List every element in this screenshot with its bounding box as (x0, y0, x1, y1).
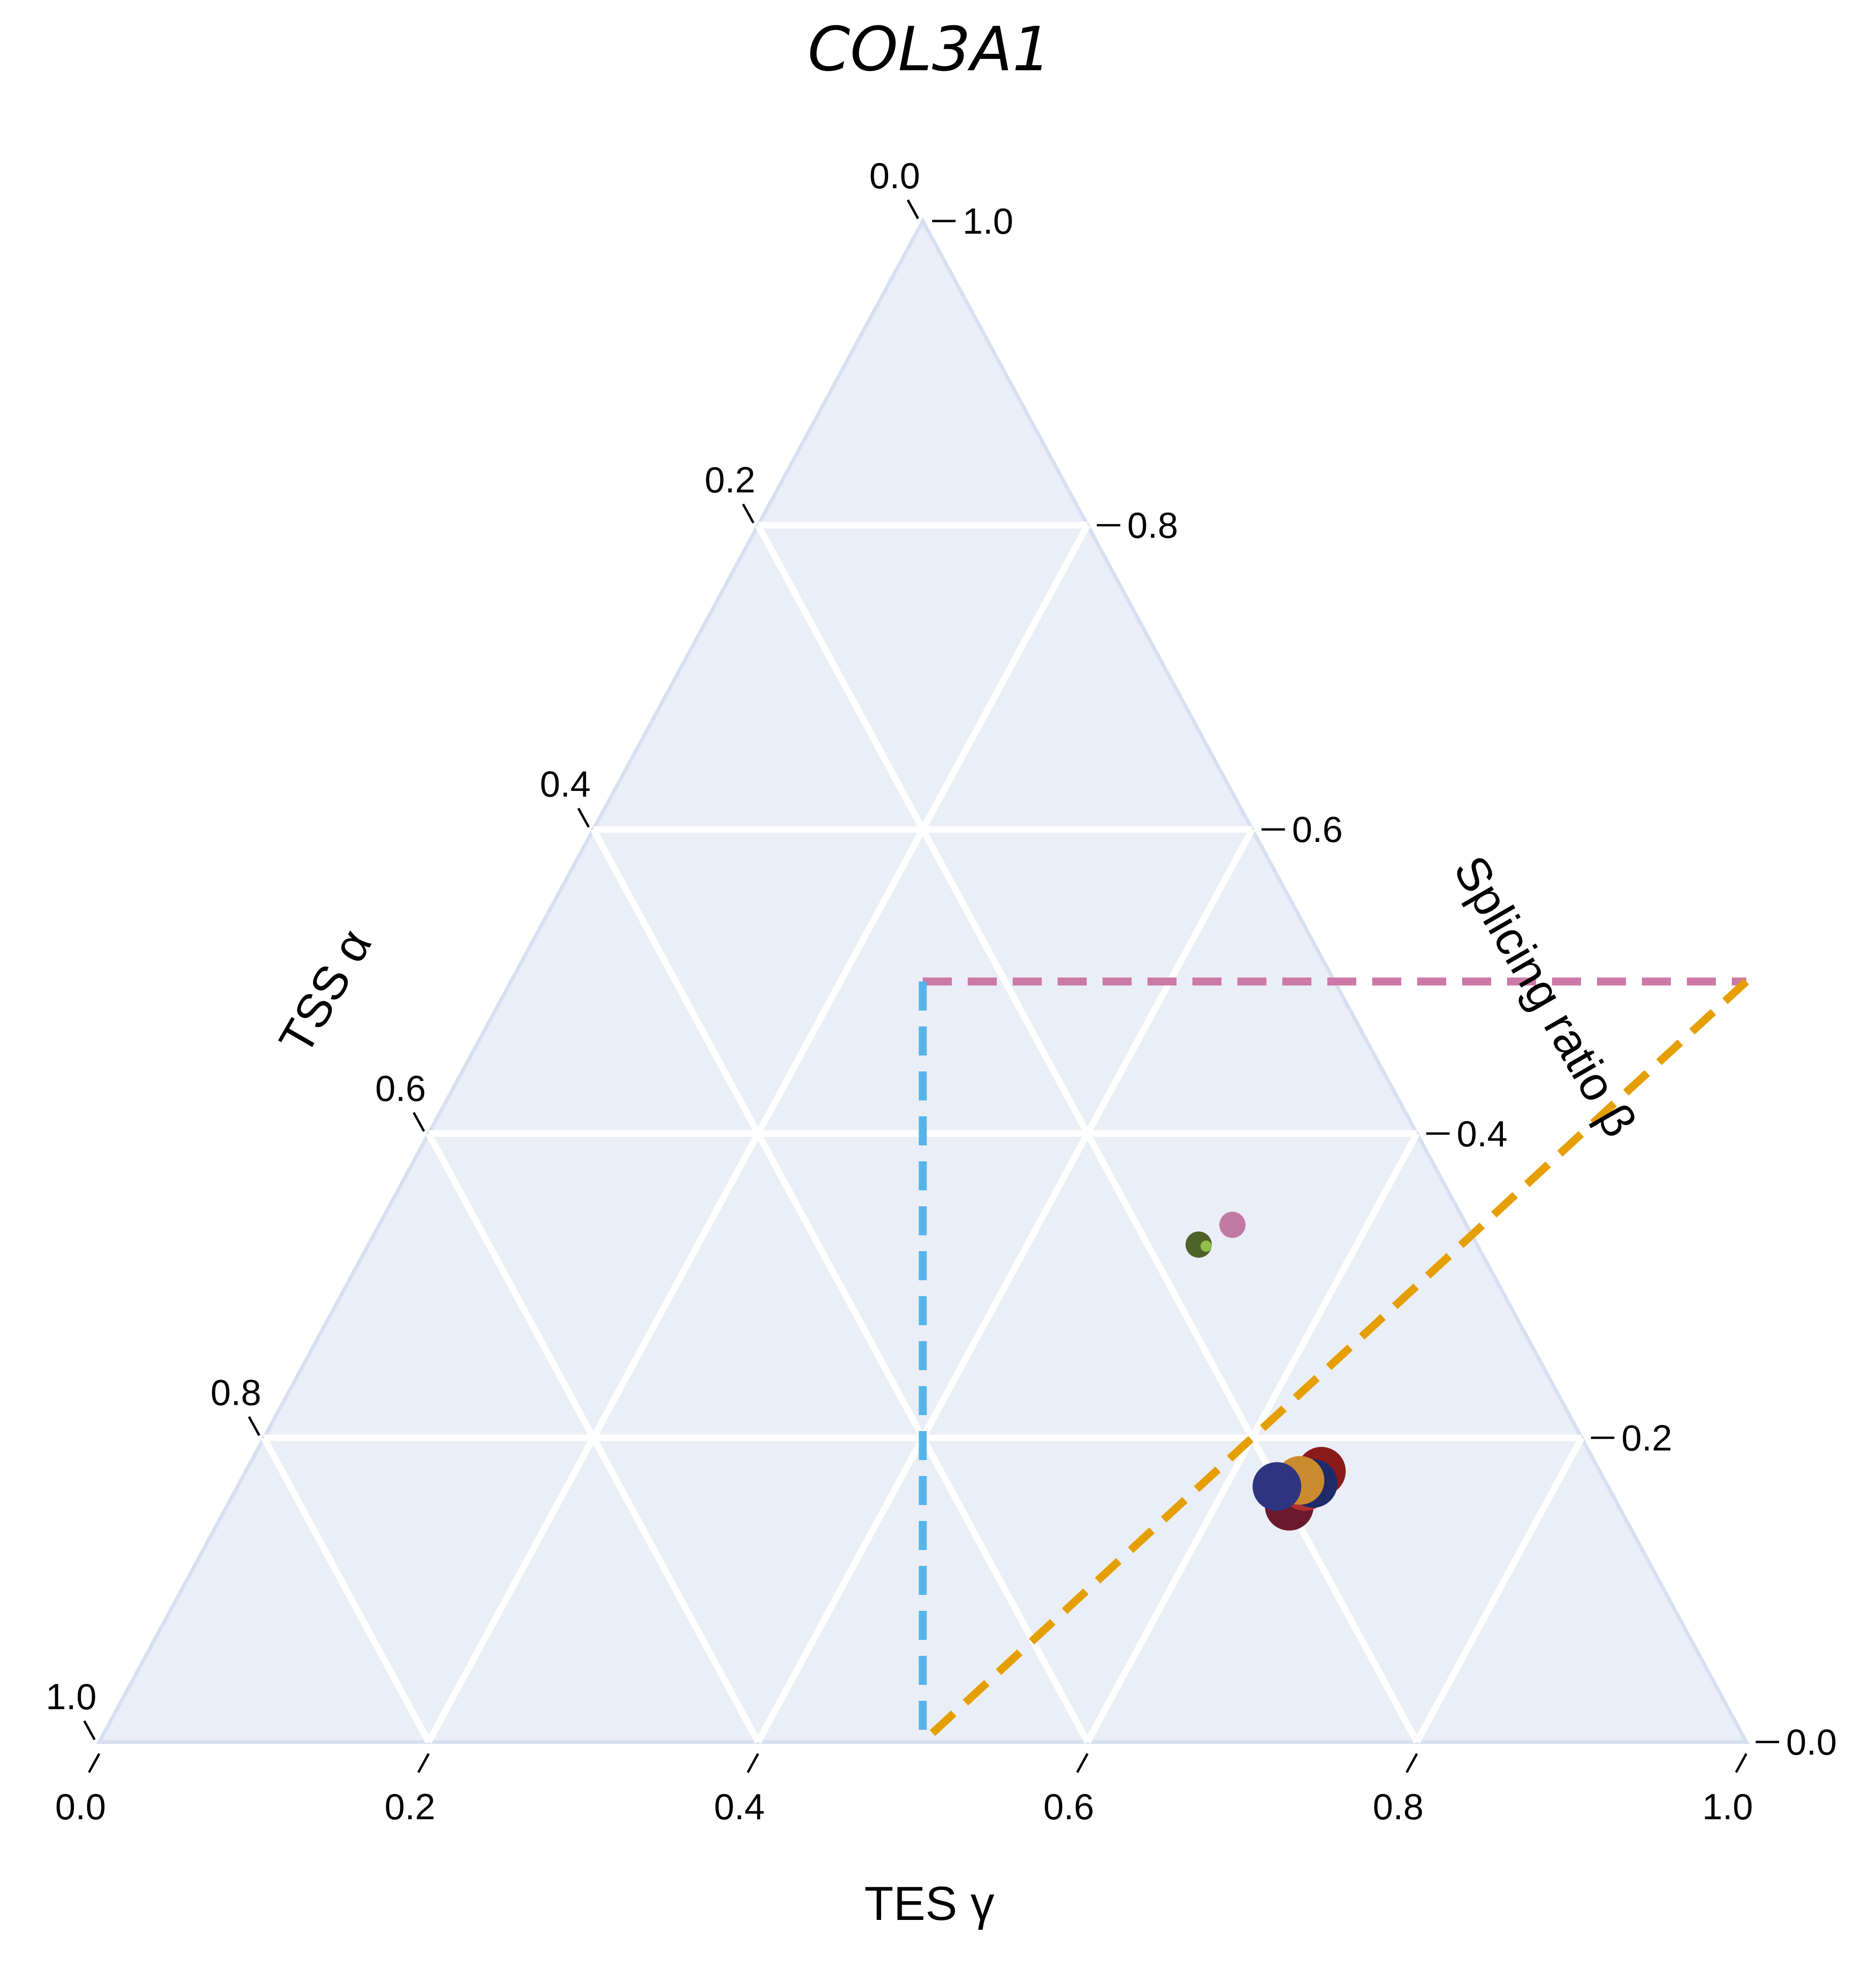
bottom-tick-label: 0.4 (714, 1786, 765, 1827)
bottom-tick-mark (747, 1753, 759, 1773)
left-tick-mark (412, 1112, 425, 1132)
axis-ticks: 0.0 0.0 0.0 0.2 0.2 0.2 0.4 0.4 0.4 0.6 0.6 0.6 0.8 0… (46, 155, 1837, 1827)
left-tick-mark (906, 199, 920, 220)
right-axis-label: Splicing ratio β (1443, 847, 1647, 1145)
reference-line-3 (920, 978, 1749, 1745)
right-tick-label: 0.0 (1786, 1721, 1837, 1763)
left-tick-label: 0.8 (211, 1372, 261, 1413)
right-tick-label: 0.8 (1127, 505, 1178, 546)
bottom-tick-label: 0.8 (1373, 1786, 1423, 1827)
gridline-gamma (1084, 1132, 1420, 1744)
right-tick-label: 0.2 (1621, 1417, 1672, 1458)
data-point (1200, 1240, 1212, 1252)
left-tick-mark (577, 807, 590, 828)
bottom-axis-label: TES γ (864, 1877, 994, 1930)
left-tick-label: 0.4 (540, 763, 590, 804)
bottom-tick-mark (1735, 1753, 1748, 1773)
bottom-tick-mark (1405, 1753, 1418, 1773)
bottom-tick-mark (417, 1753, 430, 1773)
data-point (1252, 1462, 1302, 1511)
left-tick-mark (248, 1416, 260, 1436)
bottom-tick-label: 1.0 (1702, 1786, 1753, 1827)
left-axis-label: TSS α (269, 920, 382, 1063)
data-point (1219, 1211, 1246, 1238)
right-tick-label: 0.4 (1457, 1113, 1507, 1154)
left-tick-label: 1.0 (46, 1676, 96, 1717)
data-points (1185, 1211, 1346, 1531)
bottom-tick-label: 0.0 (55, 1786, 106, 1827)
chart-title: COL3A1 (808, 14, 1051, 85)
right-tick-label: 0.6 (1292, 809, 1343, 850)
left-tick-label: 0.6 (375, 1068, 426, 1109)
left-tick-label: 0.0 (869, 155, 920, 196)
left-tick-mark (83, 1720, 96, 1741)
bottom-tick-mark (88, 1753, 101, 1773)
bottom-tick-label: 0.6 (1044, 1786, 1094, 1827)
gridline-alpha (590, 827, 1090, 1744)
bottom-tick-label: 0.2 (384, 1786, 435, 1827)
right-tick-label: 1.0 (963, 200, 1013, 242)
left-tick-label: 0.2 (705, 459, 755, 501)
gridline-alpha (426, 1132, 761, 1744)
left-tick-mark (742, 503, 755, 524)
reference-lines (919, 977, 1749, 1745)
bottom-tick-mark (1076, 1753, 1089, 1773)
gridline-gamma (1414, 1436, 1585, 1744)
gridline-alpha (261, 1436, 432, 1744)
